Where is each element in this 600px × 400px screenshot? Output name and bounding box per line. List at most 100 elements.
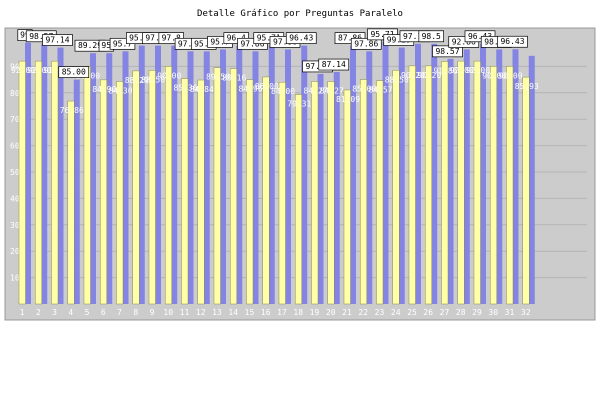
bar-series2 xyxy=(100,79,107,305)
bar-series1 xyxy=(480,43,486,304)
y-tick-label: 70 xyxy=(10,115,20,124)
bar-series1 xyxy=(73,79,80,304)
data-label-series2: 90.00 xyxy=(157,71,181,80)
data-label-series2: 90.00 xyxy=(498,71,522,80)
data-label-series2: 91.86 xyxy=(433,66,457,75)
value-label: 95.7 xyxy=(194,39,213,48)
bar-series1 xyxy=(122,51,129,305)
bar-series1 xyxy=(463,49,470,304)
bar-series2 xyxy=(295,94,302,305)
bar-series1 xyxy=(268,45,275,305)
bar-series2 xyxy=(67,100,75,305)
x-tick-label: 24 xyxy=(391,308,401,317)
bar-series2 xyxy=(360,79,367,305)
x-tick-label: 7 xyxy=(117,308,122,317)
x-tick-label: 32 xyxy=(521,308,531,317)
value-label: 97.86 xyxy=(273,37,297,46)
data-label-series2: 85.93 xyxy=(515,82,539,91)
bar-series2 xyxy=(441,61,449,305)
value-label: 97.86 xyxy=(354,39,378,48)
y-tick-label: 60 xyxy=(10,142,20,151)
x-tick-label: 22 xyxy=(358,308,368,317)
x-tick-label: 17 xyxy=(277,308,287,317)
value-label: 97.1 xyxy=(178,39,197,48)
x-tick-label: 19 xyxy=(310,308,320,317)
value-label-box xyxy=(58,66,90,78)
chart-title: Detalle Gráfico por Preguntas Paralelo xyxy=(197,9,403,19)
x-tick-label: 5 xyxy=(85,308,90,317)
data-label-series2: 90.20 xyxy=(417,71,441,80)
bar-series1 xyxy=(398,47,405,304)
bar-series1 xyxy=(447,58,454,304)
x-tick-label: 27 xyxy=(440,308,450,317)
value-label: 87.86 xyxy=(338,34,362,43)
y-tick-label: 30 xyxy=(10,221,20,230)
x-tick-label: 11 xyxy=(180,308,190,317)
bar-series2 xyxy=(51,60,59,305)
value-label: 97.86 xyxy=(240,39,264,48)
data-label-series2: 89.50 xyxy=(206,73,230,82)
data-label-series2: 79.31 xyxy=(287,100,311,109)
data-label-series2: 92.00 xyxy=(11,66,35,75)
y-tick-label: 10 xyxy=(10,274,20,283)
bar-series1 xyxy=(187,51,194,305)
data-label-series2: 89.16 xyxy=(222,74,246,83)
bar-series2 xyxy=(213,67,221,305)
bar-series2 xyxy=(392,70,400,305)
value-label: 98.57 xyxy=(29,32,53,41)
x-tick-label: 25 xyxy=(407,308,417,317)
bar-series1 xyxy=(317,73,324,304)
x-tick-label: 9 xyxy=(150,308,155,317)
value-label: 98.57 xyxy=(435,47,459,56)
bar-series1 xyxy=(138,45,145,305)
value-label: 98.57 xyxy=(484,37,508,46)
bar-series1 xyxy=(512,49,519,304)
bar-series1 xyxy=(25,42,31,304)
data-label-series2: 84.84 xyxy=(190,85,214,94)
bar-series2 xyxy=(343,89,351,305)
bar-series2 xyxy=(327,81,335,305)
data-label-series2: 84.57 xyxy=(368,86,392,95)
x-tick-label: 23 xyxy=(375,308,385,317)
value-label: 95.7 xyxy=(210,37,229,46)
data-label-series2: 92.00 xyxy=(450,66,474,75)
x-tick-label: 4 xyxy=(68,308,73,317)
x-tick-label: 31 xyxy=(505,308,515,317)
value-label: 98.5 xyxy=(422,32,441,41)
data-label-series2: 88.50 xyxy=(141,75,165,84)
x-tick-label: 30 xyxy=(488,308,498,317)
data-label-series2: 81.09 xyxy=(336,95,360,104)
data-label-series2: 92.00 xyxy=(27,66,51,75)
bar-series1 xyxy=(90,53,96,305)
x-tick-label: 1 xyxy=(20,308,25,317)
data-label-series2: 88.50 xyxy=(385,75,409,84)
x-tick-label: 15 xyxy=(245,308,255,317)
x-axis-ticks: 1 2 3 4 5 6 7 8 9 10 11 12 13 14 15 16 17 18 19 20 21 22 23 24 2… xyxy=(20,308,531,317)
bar-series1 xyxy=(41,43,48,304)
data-label-series2: 84.00 xyxy=(271,87,295,96)
value-label-box xyxy=(418,30,445,43)
bar-series2 xyxy=(132,70,140,305)
value-label-box xyxy=(318,58,350,71)
bar-series2 xyxy=(473,60,481,305)
bar-series2 xyxy=(83,66,91,305)
value-label: 95.71 xyxy=(370,30,394,39)
bar-series2 xyxy=(197,79,205,305)
bar-series1 xyxy=(415,43,421,304)
bar-series1 xyxy=(57,47,64,304)
x-tick-label: 28 xyxy=(456,308,466,317)
bar-series1 xyxy=(236,45,243,305)
value-label: 96.4 xyxy=(227,34,246,43)
value-label-box xyxy=(42,34,73,46)
data-label-series2: 85.00 xyxy=(352,85,376,94)
x-tick-label: 3 xyxy=(52,308,57,317)
value-label: 92.86 xyxy=(452,37,476,46)
value-label: 95.7 xyxy=(113,39,132,48)
value-labels: 92.0092.0091.9776.8690.0084.9084.3088.29… xyxy=(11,28,539,115)
data-label-series2: 76.86 xyxy=(60,106,84,115)
data-label-series2: 84.27 xyxy=(320,87,344,96)
value-label: 96.43 xyxy=(500,37,524,46)
bar-series2 xyxy=(490,66,497,305)
bar-series2 xyxy=(35,60,42,305)
